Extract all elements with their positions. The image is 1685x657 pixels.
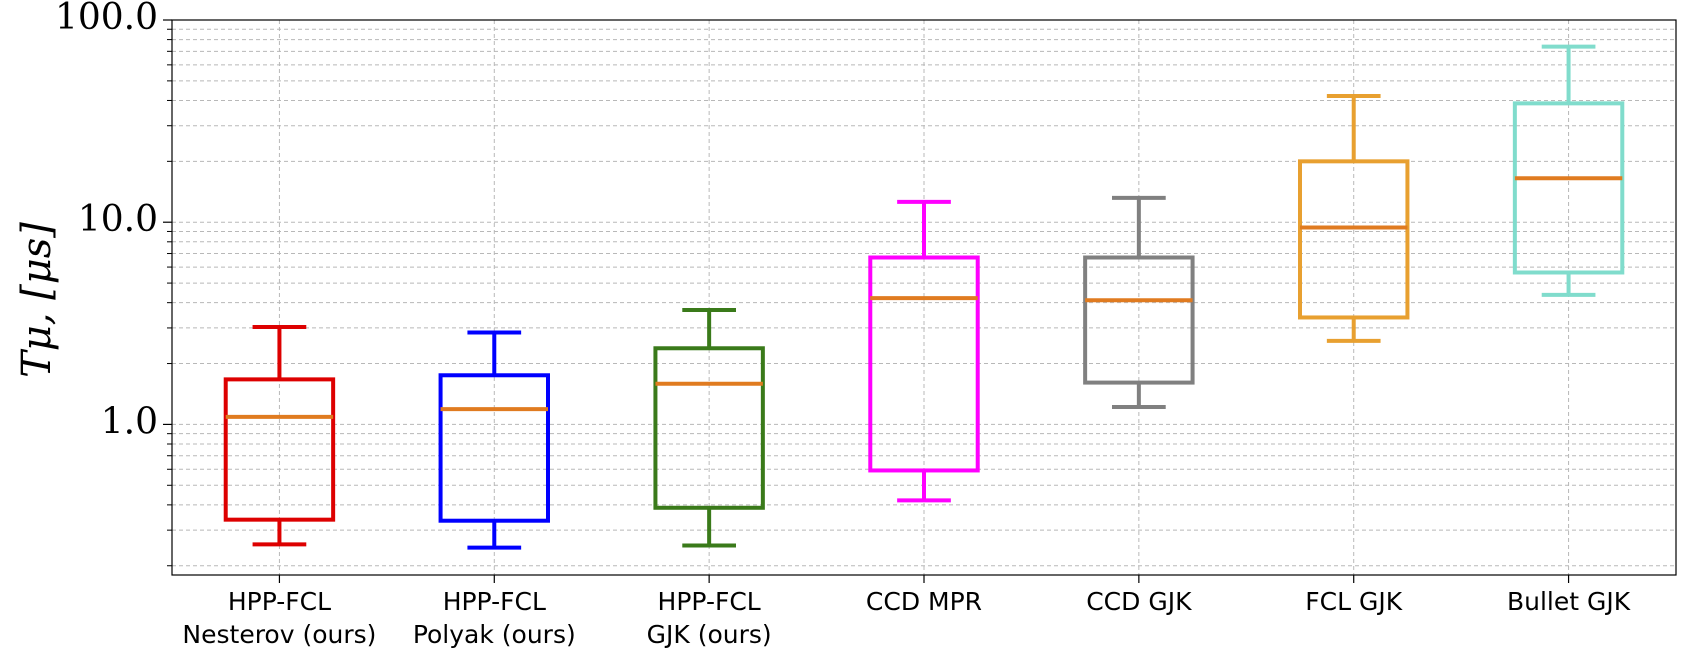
box bbox=[438, 373, 551, 523]
x-tick-label: Bullet GJK bbox=[1507, 587, 1631, 616]
y-axis-label: Tμ, [μs] bbox=[14, 222, 60, 378]
y-tick-label: 1.0 bbox=[101, 401, 158, 442]
x-tick-label: CCD GJK bbox=[1086, 587, 1192, 616]
x-tick-label: HPP-FCL Polyak (ours) bbox=[413, 587, 576, 649]
box-group bbox=[1512, 44, 1625, 297]
box-group bbox=[1083, 195, 1195, 409]
x-tick-label: HPP-FCL GJK (ours) bbox=[647, 587, 772, 649]
plot-frame bbox=[171, 19, 1677, 576]
box bbox=[1083, 255, 1195, 385]
box bbox=[653, 346, 765, 510]
x-tick-label: HPP-FCL Nesterov (ours) bbox=[182, 587, 376, 649]
box-group bbox=[1298, 93, 1410, 343]
box bbox=[1298, 159, 1410, 320]
y-tick-label: 100.0 bbox=[55, 0, 158, 38]
box bbox=[1512, 101, 1625, 275]
x-tick-label: CCD MPR bbox=[866, 587, 982, 616]
box-group bbox=[868, 199, 980, 503]
box-group bbox=[438, 330, 551, 550]
y-tick-label: 10.0 bbox=[78, 199, 158, 240]
box bbox=[868, 255, 980, 473]
box-group bbox=[653, 307, 765, 548]
x-tick-label: FCL GJK bbox=[1305, 587, 1402, 616]
box bbox=[223, 377, 336, 522]
box-group bbox=[223, 325, 336, 547]
